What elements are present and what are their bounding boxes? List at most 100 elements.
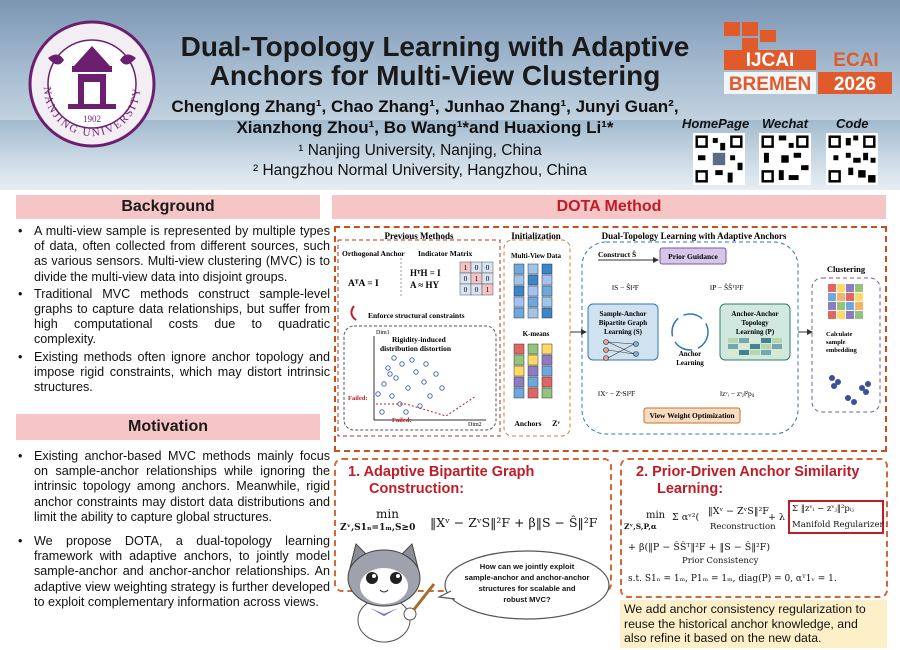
indicator-value: 0 xyxy=(475,263,479,272)
cluster-dots xyxy=(829,375,871,405)
rigidity-line1: Rigidity-induced xyxy=(392,335,447,344)
homepage-qr-code[interactable] xyxy=(693,133,745,185)
box2-eq-sub: Zᵛ,S,P,α xyxy=(624,522,657,531)
anchor-cell xyxy=(541,365,553,377)
box2-eq-manifold: Σ ‖zᵛᵢ − zᵛⱼ‖²pᵢⱼ xyxy=(792,504,854,514)
cluster-cell xyxy=(828,284,836,292)
scatter-point xyxy=(385,365,391,371)
aat-line3: Learning (P) xyxy=(736,328,775,336)
norm-s: ‖S − Ŝ‖²F xyxy=(612,282,639,292)
anchor-topology-grid xyxy=(728,338,782,355)
list-item: Existing anchor-based MVC methods mainly… xyxy=(18,449,330,525)
scatter-point xyxy=(409,357,415,363)
scatter-point xyxy=(417,403,423,409)
multiview-data-label: Multi-View Data xyxy=(511,252,562,260)
prior-guidance-label: Prior Guidance xyxy=(668,252,718,261)
norm-p: ‖P − ŜŜᵀ‖²F xyxy=(710,282,744,292)
failed-label-2: Failed: xyxy=(392,417,412,424)
anchors-label: Anchors xyxy=(514,419,541,428)
indicator-value: 0 xyxy=(464,274,468,283)
scatter-point xyxy=(375,391,381,397)
topology-cell xyxy=(739,344,749,349)
box2-eq-lambda: + λ xyxy=(768,512,786,523)
svg-text:1902: 1902 xyxy=(83,114,101,124)
qr-label-code: Code xyxy=(836,116,869,131)
prior-driven-box: 2. Prior-Driven Anchor Similarity Learni… xyxy=(620,458,888,598)
qr-label-homepage: HomePage xyxy=(682,116,750,131)
indicator-matrix-label: Indicator Matrix xyxy=(418,249,472,258)
data-cell xyxy=(513,296,525,308)
bipartite-graph xyxy=(603,339,639,361)
cluster-cell xyxy=(828,302,836,310)
cluster-cell xyxy=(837,311,845,319)
anchor-cell xyxy=(527,387,539,399)
svg-text:ECAI: ECAI xyxy=(833,50,878,71)
cluster-cell xyxy=(846,302,854,310)
sab-line3: Learning (S) xyxy=(604,328,643,336)
cluster-cell xyxy=(855,284,863,292)
ijcai-ecai-logo: IJCAI ECAI BREMEN 2026 xyxy=(724,22,892,95)
box2-eq-manifold-label: Manifold Regularizer xyxy=(792,520,884,530)
scatter-point xyxy=(421,379,427,385)
bubble-line4: robust MVC? xyxy=(503,595,551,604)
data-cell xyxy=(527,263,539,275)
topology-cell xyxy=(761,350,771,355)
header-water-backdrop xyxy=(0,120,900,190)
calc-line2: sample xyxy=(826,339,846,346)
data-cell xyxy=(513,274,525,286)
list-item: Traditional MVC methods construct sample… xyxy=(18,287,330,348)
scatter-point xyxy=(387,371,393,377)
cluster-cell xyxy=(828,311,836,319)
topology-cell xyxy=(772,338,782,343)
anchor-cell xyxy=(527,365,539,377)
note-box: We add anchor consistency regularization… xyxy=(620,600,887,648)
method-figure: Previous Methods Orthogonal Anchor Indic… xyxy=(334,226,887,452)
multiview-data-bars xyxy=(513,263,553,319)
view-weight-label: View Weight Optimization xyxy=(650,411,736,420)
eq-ahy: A ≈ HY xyxy=(410,280,439,290)
box2-eq-sum: Σ αᵛ²( xyxy=(672,512,700,523)
box1-eq-body: ‖Xᵛ − ZᵛS‖²F + β‖S − Ŝ‖²F xyxy=(430,515,598,530)
anchor-cell xyxy=(527,376,539,388)
construct-label: Construct Ŝ xyxy=(598,249,636,259)
indicator-value: 0 xyxy=(486,263,490,272)
indicator-value: 1 xyxy=(464,263,468,272)
nanjing-university-logo: 1902 NANJING UNIVERSITY xyxy=(28,20,156,148)
wechat-qr-code[interactable] xyxy=(759,133,811,185)
cluster-cell xyxy=(855,311,863,319)
calc-line1: Calculate xyxy=(826,331,852,338)
indicator-cell xyxy=(481,283,494,296)
list-item: A multi-view sample is represented by mu… xyxy=(18,224,330,285)
scatter-point xyxy=(393,375,399,381)
background-heading: Background xyxy=(16,195,320,219)
anchor-cell xyxy=(513,387,525,399)
scatter-point xyxy=(381,381,387,387)
svg-text:2026: 2026 xyxy=(834,74,876,95)
cluster-cell xyxy=(837,284,845,292)
cluster-cell xyxy=(846,293,854,301)
eq-hth: HᵀH = I xyxy=(410,268,441,278)
anchor-cell xyxy=(513,376,525,388)
anchor-cell xyxy=(541,354,553,366)
data-cell xyxy=(513,307,525,319)
aat-line1: Anchor-Anchor xyxy=(731,310,778,318)
box2-eq-min: min xyxy=(646,510,666,521)
scatter-point xyxy=(403,409,409,415)
scatter-point xyxy=(433,371,439,377)
question-speech-bubble: How can we jointly exploit sample-anchor… xyxy=(437,550,610,620)
data-cell xyxy=(541,274,553,286)
eq-ata: AᵀA = I xyxy=(348,279,379,289)
clustering-grid xyxy=(828,284,863,319)
box1-eq-min: min xyxy=(376,507,399,521)
code-qr-code[interactable] xyxy=(826,133,878,185)
rigidity-line2: distribution distortion xyxy=(380,344,452,353)
kmeans-label: K-means xyxy=(523,330,550,338)
bubble-line2: sample-anchor and anchor-anchor xyxy=(465,573,590,582)
motivation-list: Existing anchor-based MVC methods mainly… xyxy=(16,449,330,612)
indicator-value: 0 xyxy=(486,274,490,283)
anchor-cell xyxy=(527,343,539,355)
scatter-point xyxy=(379,409,385,415)
svg-text:IJCAI: IJCAI xyxy=(746,50,795,71)
indicator-value: 1 xyxy=(486,285,490,294)
method-heading: DOTA Method xyxy=(332,195,886,219)
